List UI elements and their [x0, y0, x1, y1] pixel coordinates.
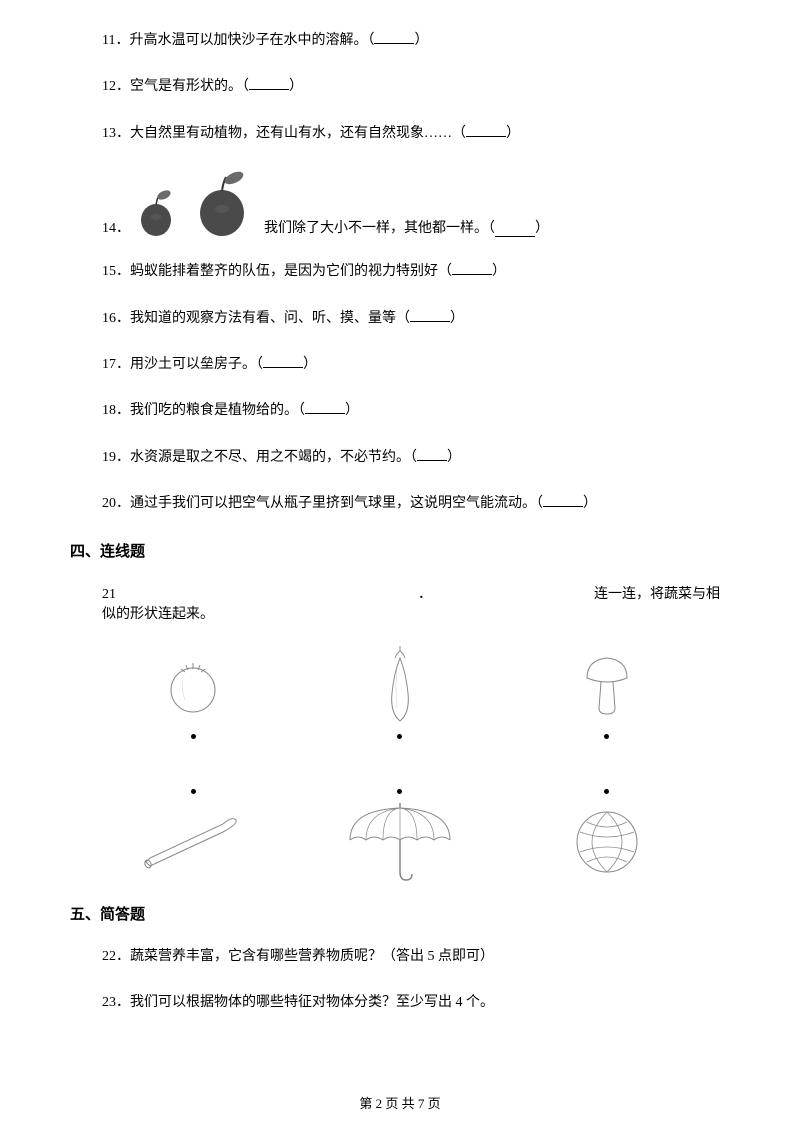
- q12-close: ）: [289, 79, 303, 94]
- footer-text: 第 2 页 共 7 页: [359, 1096, 440, 1111]
- q21-tail: 连一连，将蔬菜与相似的形状连起来。: [102, 587, 720, 622]
- q19-text: 水资源是取之不尽、用之不竭的，不必节约。（: [130, 450, 417, 465]
- q20-blank[interactable]: [543, 493, 583, 507]
- question-22: 22．蔬菜营养丰富，它含有哪些营养物质呢？（答出 5 点即可）: [70, 946, 730, 968]
- question-19: 19．水资源是取之不尽、用之不竭的，不必节约。（ ）: [70, 447, 730, 469]
- dot: [191, 789, 196, 794]
- dot: [397, 734, 402, 739]
- q18-blank[interactable]: [305, 400, 345, 414]
- question-16: 16．我知道的观察方法有看、问、听、摸、量等（ ）: [70, 308, 730, 330]
- q20-close: ）: [583, 496, 597, 511]
- q12-blank[interactable]: [249, 76, 289, 90]
- q11-text: 升高水温可以加快沙子在水中的溶解。（: [129, 33, 374, 48]
- q15-text: 蚂蚁能排着整齐的队伍，是因为它们的视力特别好（: [130, 264, 452, 279]
- q13-blank[interactable]: [466, 123, 506, 137]
- dot: [604, 734, 609, 739]
- q19-num: 19．: [102, 450, 130, 465]
- question-13: 13．大自然里有动植物，还有山有水，还有自然现象……（ ）: [70, 123, 730, 145]
- q18-num: 18．: [102, 403, 130, 418]
- match-bat[interactable]: [133, 789, 253, 885]
- q11-num: 11．: [102, 33, 129, 48]
- match-mushroom[interactable]: [547, 643, 667, 739]
- q11-blank[interactable]: [374, 30, 414, 44]
- mushroom-icon: [577, 650, 637, 720]
- q16-num: 16．: [102, 311, 130, 326]
- q21-num: 21: [102, 587, 116, 602]
- q16-close: ）: [450, 311, 464, 326]
- baseball-bat-icon: [138, 812, 248, 872]
- q15-num: 15．: [102, 264, 130, 279]
- q21-dot: ．: [418, 587, 432, 602]
- q19-close: ）: [447, 450, 461, 465]
- match-eggplant[interactable]: [340, 643, 460, 739]
- q15-close: ）: [492, 264, 506, 279]
- volleyball-icon: [572, 807, 642, 877]
- dot: [191, 734, 196, 739]
- question-15: 15．蚂蚁能排着整齐的队伍，是因为它们的视力特别好（ ）: [70, 261, 730, 283]
- q14-close: ）: [535, 217, 549, 237]
- dot: [397, 789, 402, 794]
- match-tomato[interactable]: [133, 643, 253, 739]
- dot: [604, 789, 609, 794]
- q16-text: 我知道的观察方法有看、问、听、摸、量等（: [130, 311, 410, 326]
- question-18: 18．我们吃的粮食是植物给的。（ ）: [70, 400, 730, 422]
- q20-num: 20．: [102, 496, 130, 511]
- q17-text: 用沙土可以垒房子。（: [130, 357, 263, 372]
- eggplant-icon: [370, 643, 430, 728]
- small-apple-icon: [136, 187, 176, 237]
- q14-num: 14．: [102, 217, 130, 237]
- q12-text: 空气是有形状的。（: [130, 79, 249, 94]
- q12-num: 12．: [102, 79, 130, 94]
- question-14: 14． 我们除了大小不一样，其他都一样。（ ）: [70, 169, 730, 237]
- q23-text: 我们可以根据物体的哪些特征对物体分类？至少写出 4 个。: [130, 995, 494, 1010]
- q16-blank[interactable]: [410, 308, 450, 322]
- question-11: 11．升高水温可以加快沙子在水中的溶解。（ ）: [70, 30, 730, 52]
- q18-text: 我们吃的粮食是植物给的。（: [130, 403, 305, 418]
- q22-text: 蔬菜营养丰富，它含有哪些营养物质呢？（答出 5 点即可）: [130, 949, 494, 964]
- question-17: 17．用沙土可以垒房子。（ ）: [70, 354, 730, 376]
- q22-num: 22．: [102, 949, 130, 964]
- question-12: 12．空气是有形状的。（ ）: [70, 76, 730, 98]
- section-4-title: 四、连线题: [70, 540, 730, 561]
- q14-blank[interactable]: [495, 223, 535, 237]
- q17-close: ）: [303, 357, 317, 372]
- q13-num: 13．: [102, 126, 130, 141]
- umbrella-icon: [340, 800, 460, 885]
- q15-blank[interactable]: [452, 261, 492, 275]
- q19-blank[interactable]: [417, 447, 447, 461]
- tomato-icon: [163, 655, 223, 715]
- q23-num: 23．: [102, 995, 130, 1010]
- match-ball[interactable]: [547, 789, 667, 885]
- q17-blank[interactable]: [263, 354, 303, 368]
- q14-text: 我们除了大小不一样，其他都一样。（: [264, 217, 495, 237]
- q13-text: 大自然里有动植物，还有山有水，还有自然现象……（: [130, 126, 466, 141]
- q17-num: 17．: [102, 357, 130, 372]
- question-20: 20．通过手我们可以把空气从瓶子里挤到气球里，这说明空气能流动。（ ）: [70, 493, 730, 515]
- q18-close: ）: [345, 403, 359, 418]
- page-footer: 第 2 页 共 7 页: [0, 1093, 800, 1112]
- match-umbrella[interactable]: [340, 789, 460, 885]
- q13-close: ）: [506, 126, 520, 141]
- matching-bottom-row: [70, 789, 730, 885]
- matching-top-row: [70, 643, 730, 739]
- question-23: 23．我们可以根据物体的哪些特征对物体分类？至少写出 4 个。: [70, 992, 730, 1014]
- apple-images: [136, 169, 250, 237]
- q20-text: 通过手我们可以把空气从瓶子里挤到气球里，这说明空气能流动。（: [130, 496, 543, 511]
- section-5-title: 五、简答题: [70, 903, 730, 924]
- question-21: 21 ． 连一连，将蔬菜与相似的形状连起来。: [70, 583, 730, 623]
- q11-close: ）: [414, 33, 428, 48]
- large-apple-icon: [194, 169, 250, 237]
